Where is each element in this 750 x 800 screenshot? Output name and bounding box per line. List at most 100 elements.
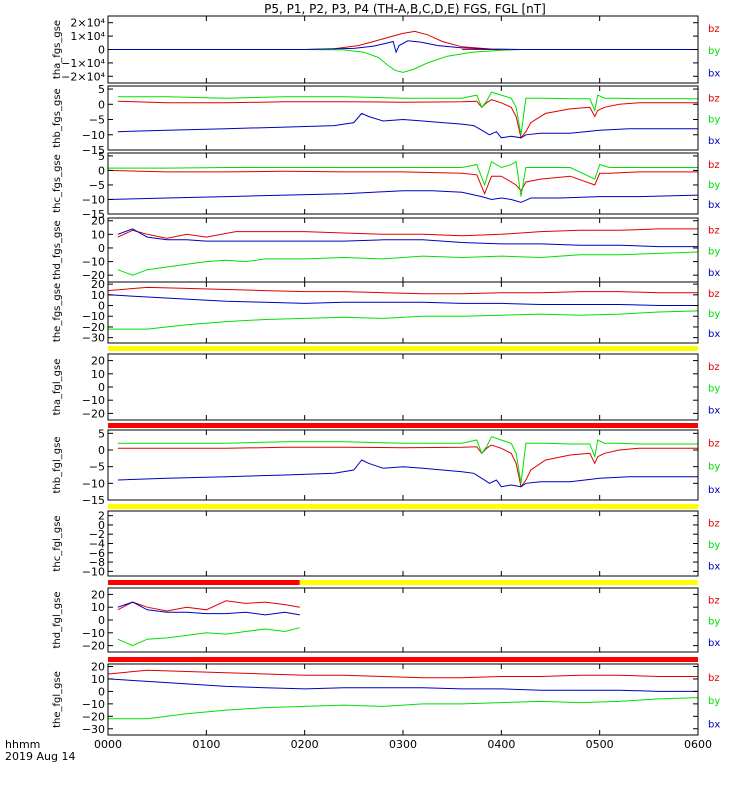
y-tick-label: −30: [82, 723, 105, 736]
y-tick-label: −20: [82, 710, 105, 723]
y-tick-label: −8: [89, 556, 105, 569]
panel-frame: [107, 510, 699, 577]
legend-bx: bx: [708, 200, 720, 211]
series-line-bz: [107, 669, 698, 679]
y-axis-label: tha_fgl_gse: [52, 359, 63, 416]
y-tick-label: −2: [89, 528, 105, 541]
series-line-bx: [117, 228, 698, 248]
y-tick-label: −4: [89, 538, 105, 551]
series-line-bz: [108, 30, 522, 50]
legend-by: by: [708, 462, 720, 473]
y-tick-label: 0: [98, 98, 105, 111]
y-tick-label: 20: [91, 660, 105, 673]
y-tick-label: −10: [82, 394, 105, 407]
y-tick-label: −30: [82, 332, 105, 345]
y-tick-label: 20: [91, 215, 105, 228]
y-tick-label: 20: [91, 588, 105, 601]
panel-thc_fgs_gse: 50 −5−10 −15 thc_fgs_gse bz by bx: [52, 150, 720, 221]
y-tick-label: −10: [82, 698, 105, 711]
series-line-bx: [107, 294, 698, 306]
y-tick-label: −20: [82, 321, 105, 334]
y-tick-label: −20: [82, 640, 105, 653]
status-bar-yellow: [108, 346, 698, 351]
y-tick-label: −15: [82, 208, 105, 221]
y-tick-label: 5: [98, 427, 105, 440]
legend-bz: bz: [708, 24, 720, 35]
legend-bz: bz: [708, 160, 720, 171]
y-tick-label: 2×10⁴: [70, 17, 105, 30]
legend-bx: bx: [708, 329, 720, 340]
x-tick-label: 0300: [389, 738, 417, 751]
panel-thb_fgs_gse: 5 0 −5 −10 −15 thb_fgs_gse bz by bx: [52, 83, 720, 157]
y-tick-label: 1×10⁴: [70, 30, 105, 43]
series-line-bz: [107, 286, 698, 295]
status-bar-yellow: [299, 580, 698, 585]
series-line-by: [108, 697, 699, 720]
series-line-bz: [117, 99, 698, 139]
y-tick-label: 0: [98, 381, 105, 394]
y-tick-label: −10: [82, 565, 105, 578]
legend-bx: bx: [708, 720, 720, 731]
y-tick-label: −15: [82, 144, 105, 157]
x-axis-prefix: hhmm: [5, 738, 40, 751]
y-tick-label: −5: [89, 179, 105, 192]
y-axis-label: tha_fgs_gse: [52, 20, 63, 79]
legend-bx: bx: [708, 485, 720, 496]
y-tick-label: 0: [98, 614, 105, 627]
y-tick-label: 5: [98, 150, 105, 163]
legend-bx: bx: [708, 268, 720, 279]
x-tick-label: 0400: [487, 738, 515, 751]
legend-by: by: [708, 46, 720, 57]
y-tick-label: 20: [91, 355, 105, 368]
y-tick-label: 20: [91, 278, 105, 291]
panel-thc_fgl_gse: 20−2−4−6−8−10 thc_fgl_gse bz by bx: [52, 504, 720, 578]
series-line-by: [117, 627, 300, 647]
series-line-by: [108, 49, 698, 73]
legend-by: by: [708, 115, 720, 126]
y-tick-label: 2: [98, 510, 105, 523]
series-line-bx: [107, 678, 698, 692]
panel-frame: [107, 587, 699, 653]
y-tick-label: −5: [89, 461, 105, 474]
y-axis-label: thd_fgl_gse: [52, 592, 63, 649]
status-bar-yellow: [108, 504, 698, 509]
y-axis-label: the_fgs_gse: [52, 283, 63, 342]
x-axis: 0000 0100 0200 0300 0400 0500 0600: [94, 738, 712, 751]
legend-bz: bz: [708, 439, 720, 450]
series-line-bx: [108, 40, 698, 54]
legend-bx: bx: [708, 68, 720, 79]
y-axis-label: thc_fgl_gse: [52, 515, 63, 571]
legend-bz: bz: [708, 289, 720, 300]
panel-frame: [107, 429, 699, 501]
status-bar-red: [108, 657, 698, 662]
panel-frame: [107, 85, 699, 151]
y-tick-label: 0: [98, 242, 105, 255]
y-tick-label: −10: [82, 310, 105, 323]
series-line-bx: [117, 459, 698, 488]
x-axis-date: 2019 Aug 14: [5, 750, 75, 763]
y-tick-label: 0: [98, 300, 105, 313]
legend-bz: bz: [708, 596, 720, 607]
legend-by: by: [708, 247, 720, 258]
series-line-by: [108, 310, 699, 330]
y-tick-label: 0: [98, 44, 105, 57]
y-tick-label: −20: [82, 407, 105, 420]
series-line-bz: [117, 444, 698, 488]
y-tick-label: −2×10⁴: [61, 70, 105, 83]
panel-frame: [107, 217, 699, 283]
panel-thb_fgl_gse: 5 0 −5 −10 −15 thb_fgl_gse bz by bx: [52, 423, 720, 507]
legend-bz: bz: [708, 94, 720, 105]
panel-frame: [107, 353, 699, 421]
legend-bx: bx: [708, 136, 720, 147]
y-tick-label: −1×10⁴: [61, 57, 105, 70]
y-tick-label: 5: [98, 83, 105, 96]
legend-bz: bz: [708, 226, 720, 237]
y-tick-label: −10: [82, 477, 105, 490]
